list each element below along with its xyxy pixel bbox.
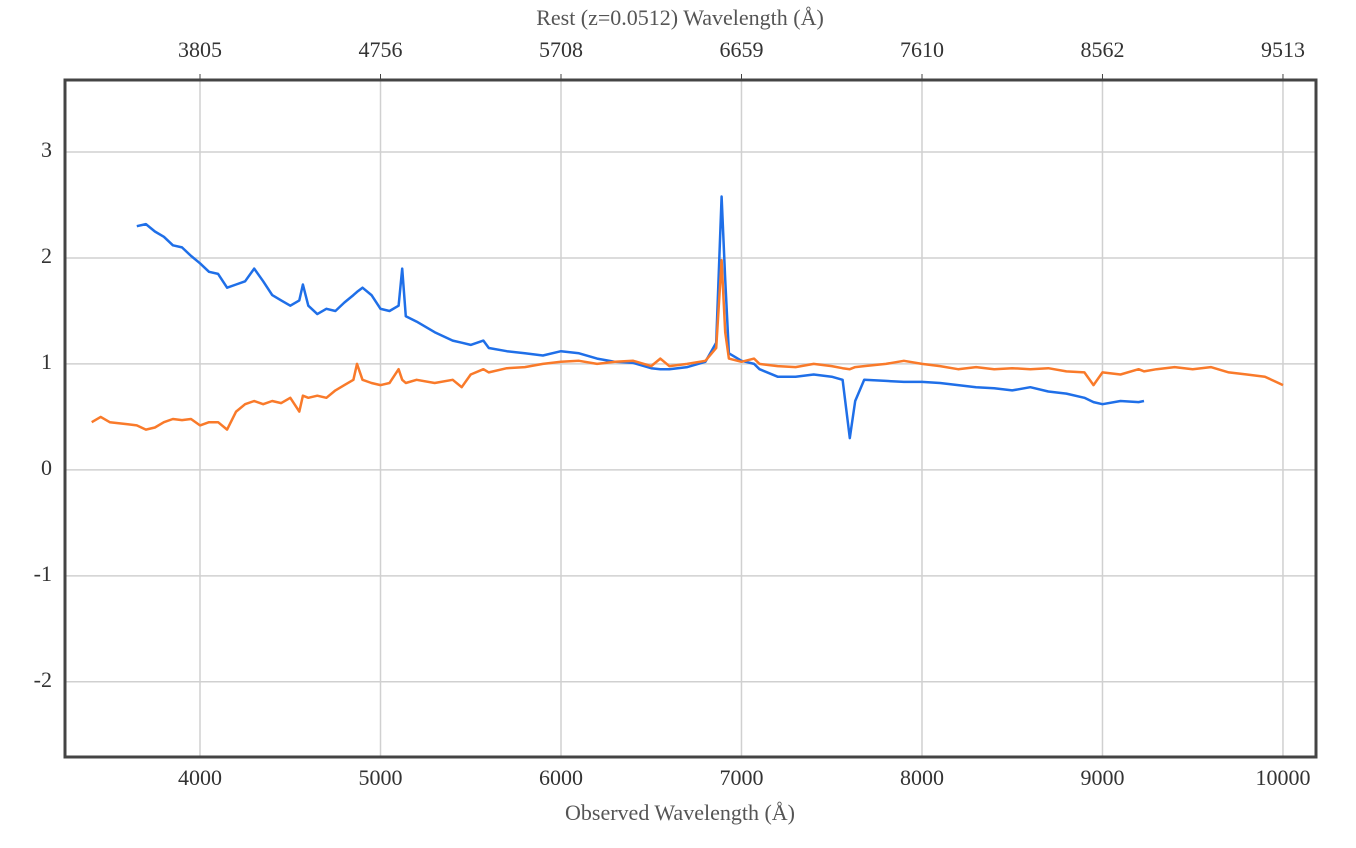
x-tick-label: 6000 xyxy=(539,765,583,790)
top-tick-label: 4756 xyxy=(359,37,403,62)
top-tick-label: 3805 xyxy=(178,37,222,62)
grid xyxy=(65,74,1316,757)
top-tick-label: 5708 xyxy=(539,37,583,62)
top-tick-label: 7610 xyxy=(900,37,944,62)
y-tick-label: 0 xyxy=(41,455,52,480)
x-tick-label: 7000 xyxy=(719,765,763,790)
top-tick-label: 9513 xyxy=(1261,37,1305,62)
top-tick-label: 8562 xyxy=(1080,37,1124,62)
y-tick-label: 3 xyxy=(41,137,52,162)
plot-frame xyxy=(63,78,1318,759)
spectrum-line xyxy=(91,258,1284,431)
x-axis-title: Observed Wavelength (Å) xyxy=(565,800,795,825)
plot xyxy=(91,195,1284,440)
x-tick-label: 10000 xyxy=(1255,765,1310,790)
y-tick-label: 1 xyxy=(41,349,52,374)
top-tick-label: 6659 xyxy=(719,37,763,62)
x-tick-label: 4000 xyxy=(178,765,222,790)
top-axis-title: Rest (z=0.0512) Wavelength (Å) xyxy=(536,5,824,30)
y-tick-label: 2 xyxy=(41,243,52,268)
x-tick-label: 9000 xyxy=(1080,765,1124,790)
y-tick-label: -1 xyxy=(34,561,52,586)
x-tick-label: 8000 xyxy=(900,765,944,790)
y-tick-label: -2 xyxy=(34,667,52,692)
spectrum-line xyxy=(136,195,1145,440)
x-tick-label: 5000 xyxy=(359,765,403,790)
